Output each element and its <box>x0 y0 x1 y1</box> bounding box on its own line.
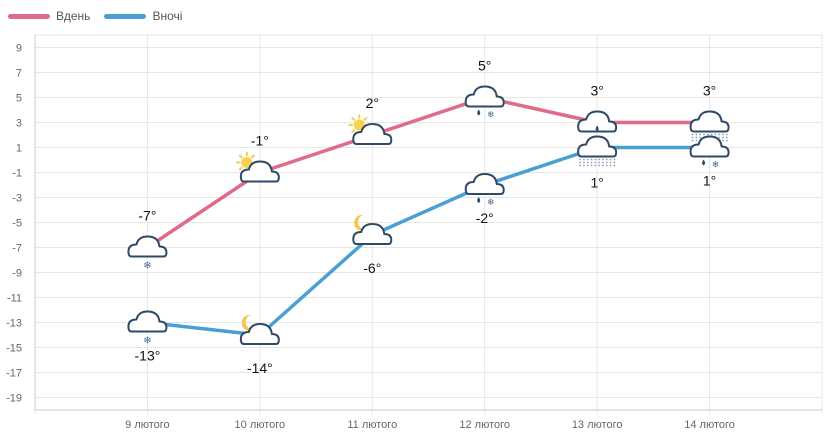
y-axis-ticks: 9 7 5 3 1 -1 -3 -5 -7 -9 -11 -13 -15 -17 -19 <box>6 43 22 405</box>
data-label: 3° <box>590 83 603 99</box>
y-tick-label: 3 <box>16 118 22 130</box>
svg-text:❄: ❄ <box>487 197 495 207</box>
sun-cloud-icon <box>235 151 280 183</box>
svg-text:❄: ❄ <box>487 110 495 120</box>
cloud-rain-snow-icon: ❄ <box>464 173 505 207</box>
y-tick-label: 1 <box>16 143 22 155</box>
cloud-rain-snow-icon: ❄ <box>689 135 730 170</box>
y-tick-label: -1 <box>12 168 22 180</box>
data-label: -13° <box>135 348 161 364</box>
y-tick-label: -17 <box>6 368 22 380</box>
data-label: 2° <box>366 95 379 111</box>
legend-swatch-night <box>104 13 147 19</box>
legend-item-day[interactable]: Вдень <box>8 9 90 23</box>
data-label: 1° <box>590 175 603 191</box>
sun-cloud-icon <box>348 114 393 145</box>
legend-label-day: Вдень <box>56 9 91 23</box>
data-label: -14° <box>247 360 273 376</box>
legend-swatch-day <box>8 13 50 19</box>
y-tick-label: -7 <box>12 243 22 255</box>
data-label: 5° <box>478 58 491 74</box>
grid <box>34 34 823 414</box>
cloud-snow-icon: ❄ <box>127 310 168 347</box>
legend-label-night: Вночі <box>152 9 183 23</box>
data-label: -6° <box>363 260 381 276</box>
x-tick-label: 11 лютого <box>347 419 397 431</box>
x-tick-label: 9 лютого <box>125 419 170 431</box>
y-tick-label: 7 <box>16 68 22 80</box>
x-tick-label: 13 лютого <box>572 419 623 431</box>
x-tick-label: 10 лютого <box>235 419 286 431</box>
y-tick-label: 9 <box>16 43 22 55</box>
cloud-rain-icon <box>577 110 618 133</box>
series-night: ❄-13°-14°-6°❄-2°1°❄1° <box>127 135 730 376</box>
moon-cloud-icon <box>239 314 280 345</box>
x-axis-ticks: 9 лютого 10 лютого 11 лютого 12 лютого 13 лю… <box>125 419 735 431</box>
series-line <box>146 95 710 249</box>
cloud-fog-icon <box>577 135 618 167</box>
series-day: ❄ -7° -1° 2° ❄ 5° 3° 3° <box>127 58 730 272</box>
y-tick-label: -3 <box>12 193 22 205</box>
cloud-snow-icon: ❄ <box>127 235 168 272</box>
y-tick-label: -15 <box>6 343 22 355</box>
legend-item-night[interactable]: Вночі <box>104 9 182 23</box>
x-tick-label: 12 лютого <box>459 419 510 431</box>
svg-text:❄: ❄ <box>143 261 151 272</box>
cloud-rain-snow-icon: ❄ <box>464 85 505 120</box>
data-label: -1° <box>251 133 269 149</box>
data-label: -2° <box>476 210 494 226</box>
data-label: -7° <box>138 208 156 224</box>
moon-cloud-icon <box>352 214 393 245</box>
series-line <box>147 145 710 337</box>
y-tick-label: -5 <box>12 218 22 230</box>
data-label: 3° <box>703 83 716 99</box>
svg-text:❄: ❄ <box>143 336 151 347</box>
y-tick-label: -11 <box>7 293 22 305</box>
data-label: 1° <box>703 173 716 189</box>
x-tick-label: 14 лютого <box>684 419 735 431</box>
y-tick-label: -9 <box>12 268 22 280</box>
chart-legend: Вдень Вночі <box>8 9 196 23</box>
y-tick-label: -19 <box>6 393 22 405</box>
svg-text:❄: ❄ <box>712 160 720 170</box>
y-tick-label: 5 <box>16 93 22 105</box>
y-tick-label: -13 <box>6 318 22 330</box>
